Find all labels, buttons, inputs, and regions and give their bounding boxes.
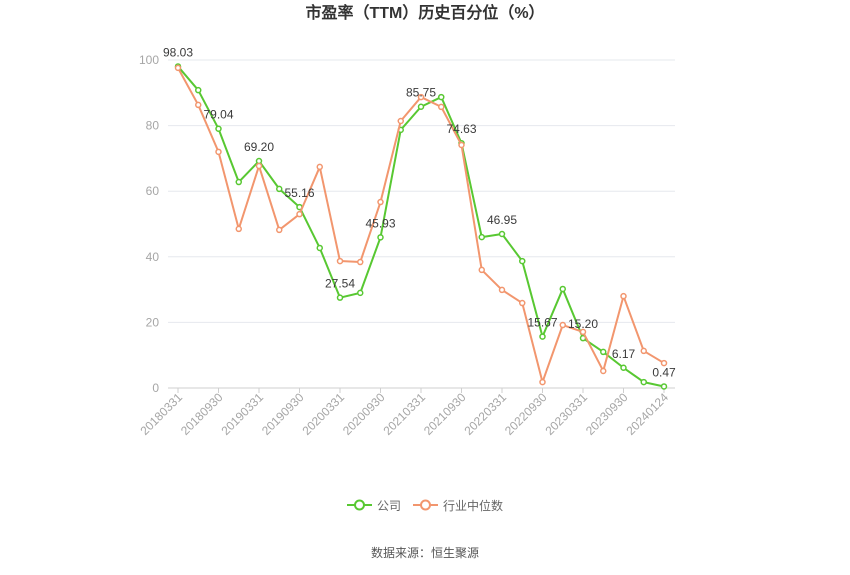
industry-median-point [316,163,323,171]
company-point [357,289,364,297]
company-point [336,294,344,301]
data-label: 15.67 [527,316,557,330]
x-tick-label: 20180930 [178,390,226,438]
data-label: 6.17 [612,347,636,361]
industry-median-series [174,64,668,386]
x-tick-label: 20230930 [583,390,631,438]
y-tick-label: 40 [146,250,160,264]
industry-median-point [417,93,425,101]
legend-item-company[interactable]: 公司 [346,497,401,514]
x-tick-label: 20230331 [542,390,590,438]
industry-median-point [276,226,283,234]
legend-label-company: 公司 [376,498,401,513]
industry-median-point [498,286,506,294]
legend-company-line-icon [346,499,372,511]
y-tick-label: 60 [146,184,160,198]
company-point [276,185,283,193]
industry-median-point [377,198,384,206]
industry-median-point [255,162,263,170]
industry-median-point [579,328,587,336]
company-point [215,125,222,132]
x-tick-label: 20210331 [380,390,428,438]
company-point [539,333,546,340]
industry-median-point [215,148,222,156]
legend: 公司 行业中位数 [0,496,850,514]
industry-median-point [357,258,364,266]
data-label: 69.20 [244,140,274,154]
industry-median-point [519,299,526,307]
company-point [660,383,668,390]
company-point [600,348,607,356]
company-point [235,178,242,186]
data-label: 55.16 [284,186,314,200]
y-tick-label: 20 [146,315,160,329]
x-tick-label: 20190331 [218,390,266,438]
industry-median-point [195,101,202,109]
company-point [498,230,506,238]
company-point [640,378,647,386]
industry-median-point [620,292,627,300]
x-tick-label: 20200331 [299,390,347,438]
data-label: 0.47 [652,365,676,379]
y-tick-label: 0 [152,381,159,395]
data-label: 45.93 [365,216,395,230]
data-label: 85.75 [406,86,436,100]
company-point [519,257,526,265]
data-label: 27.54 [325,277,355,291]
x-tick-label: 20210930 [421,390,469,438]
industry-median-point [458,141,465,149]
data-label: 15.20 [568,317,598,331]
data-labels: 98.03 79.04 69.20 55.16 27.54 45.93 85.75 74.63… [163,45,676,379]
industry-median-point [478,266,485,274]
y-tick-label: 100 [139,53,159,67]
legend-industry-median-line-icon [413,499,438,511]
company-point [620,364,627,372]
chart-title: 市盈率（TTM）历史百分位（%） [305,5,545,22]
data-label: 79.04 [203,108,233,122]
data-label: 98.03 [163,45,193,59]
x-tick-label: 20240124 [623,390,671,438]
grid-lines [168,59,675,323]
industry-median-point [559,321,566,329]
company-point [377,234,384,241]
company-point [478,233,485,241]
company-point [195,86,202,94]
data-label: 46.95 [487,213,517,227]
industry-median-point [539,378,546,386]
industry-median-point [296,210,303,218]
y-tick-label: 80 [146,119,160,133]
industry-median-line [177,67,665,384]
legend-item-industry-median[interactable]: 行业中位数 [413,497,503,514]
company-point [438,93,445,101]
x-tick-label: 20220331 [461,390,509,438]
data-label: 74.63 [446,122,476,136]
data-source-note: 数据来源：恒生聚源 [370,546,479,560]
x-tick-label: 20190930 [259,390,307,438]
industry-median-point [336,257,344,265]
x-tick-label: 20220930 [502,390,550,438]
company-point [559,285,566,293]
legend-label-industry-median: 行业中位数 [443,498,504,513]
x-tick-label: 20180331 [137,390,185,438]
industry-median-point [640,347,647,355]
y-axis: 0 20 40 60 80 100 [139,53,159,395]
company-point [316,244,323,252]
industry-median-point [438,103,445,111]
x-tick-label: 20200930 [340,390,388,438]
industry-median-point [397,117,404,125]
industry-median-point [660,359,668,367]
company-series [174,63,668,390]
industry-median-point [600,367,607,375]
industry-median-point [174,64,182,72]
company-line [177,65,665,388]
x-axis: 2018033120180930201903312019093020200331… [137,387,675,438]
industry-median-point [235,225,242,233]
company-point [417,103,425,110]
